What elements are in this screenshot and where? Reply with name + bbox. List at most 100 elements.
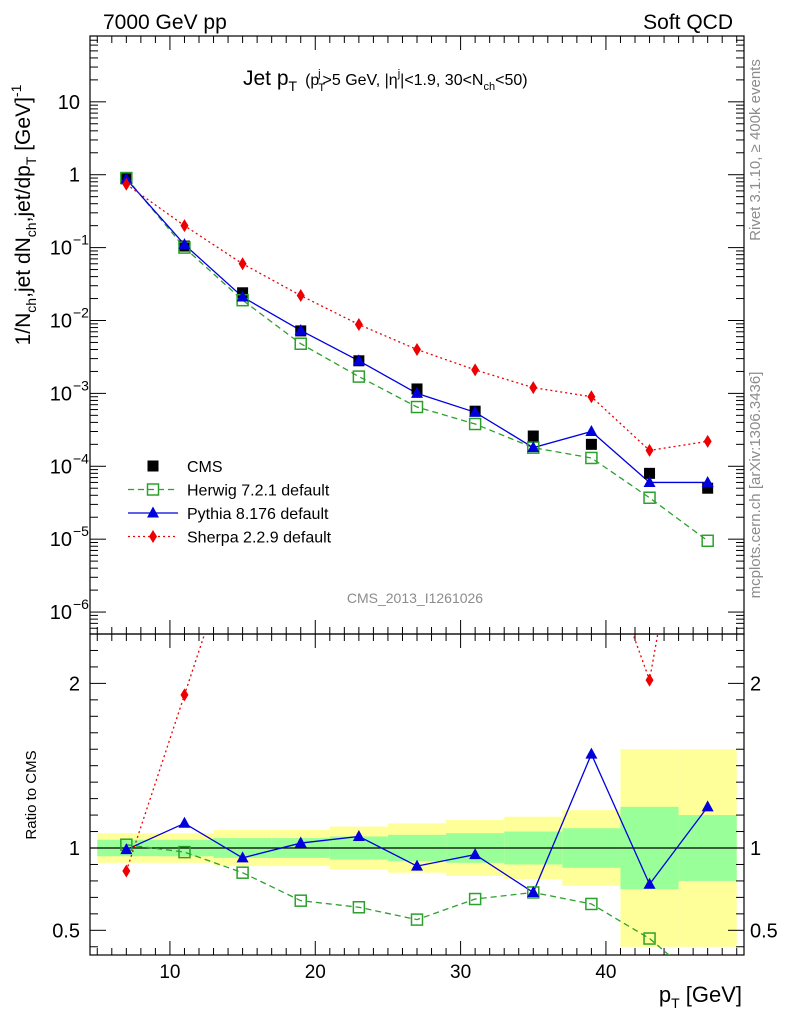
- ratio-y-tick-label-right: 2: [750, 673, 761, 695]
- ratio-point-pythia: [469, 848, 482, 860]
- ratio-point-sherpa: [122, 864, 131, 878]
- point-pythia: [352, 354, 365, 366]
- y-tick-label: 10: [50, 529, 72, 551]
- x-tick-label: 10: [159, 962, 180, 983]
- ratio-point-sherpa: [645, 673, 654, 687]
- ratio-y-tick-label: 0.5: [52, 920, 80, 942]
- y-tick-label: 10: [50, 456, 72, 478]
- ratio-y-tick-label: 2: [69, 673, 80, 695]
- point-herwig: [410, 400, 424, 414]
- point-cms: [527, 430, 539, 442]
- ratio-point-herwig: [352, 901, 366, 914]
- ratio-point-pythia: [643, 877, 656, 889]
- legend-marker-herwig: [146, 483, 160, 496]
- ratio-line-herwig: [126, 844, 670, 955]
- point-pythia: [469, 405, 482, 417]
- y-tick-label: 10: [50, 238, 72, 260]
- ratio-point-pythia: [178, 816, 191, 828]
- point-herwig: [701, 534, 714, 548]
- point-herwig: [352, 370, 366, 383]
- ratio-point-pythia: [527, 885, 540, 897]
- point-sherpa: [238, 257, 247, 271]
- main-data: [120, 171, 714, 548]
- point-herwig: [294, 337, 307, 350]
- ratio-point-pythia: [352, 829, 365, 841]
- point-sherpa: [471, 363, 480, 377]
- ratio-point-herwig: [468, 892, 482, 906]
- legend-label-cms: CMS: [187, 459, 223, 476]
- y-tick-label: 10: [58, 92, 80, 114]
- ratio-point-pythia: [236, 851, 249, 863]
- ratio-point-herwig: [178, 845, 191, 859]
- x-tick-label: 20: [305, 962, 326, 983]
- point-pythia: [294, 323, 307, 335]
- y-tick-label: 10: [50, 383, 72, 405]
- ratio-y-axis-label: Ratio to CMS: [23, 750, 40, 839]
- ratio-point-herwig: [585, 897, 598, 911]
- point-herwig: [468, 417, 482, 431]
- chart-title: Jet pT (pTj >5 GeV, |ηj|<1.9, 30<Nch<50): [243, 67, 528, 94]
- mcplots-label: mcplots.cern.ch [arXiv:1306.3436]: [747, 372, 764, 599]
- point-pythia: [585, 424, 598, 436]
- point-sherpa: [122, 177, 131, 191]
- point-sherpa: [529, 381, 538, 395]
- ratio-point-herwig: [294, 894, 307, 907]
- point-cms: [702, 482, 714, 494]
- legend: CMS Herwig 7.2.1 default Pythia 8.176 defa…: [128, 459, 332, 547]
- legend-marker-sherpa: [149, 530, 157, 543]
- series-line-herwig: [125, 177, 709, 542]
- ratio-point-herwig: [410, 913, 424, 926]
- point-pythia: [178, 238, 191, 250]
- y-tick-exponent: −5: [73, 523, 89, 539]
- point-sherpa: [296, 289, 305, 303]
- x-axis-label: pT [GeV]: [659, 982, 742, 1011]
- legend-label-herwig: Herwig 7.2.1 default: [187, 483, 330, 500]
- ratio-data: [120, 634, 714, 955]
- ratio-y-tick-label: 1: [69, 838, 80, 860]
- point-sherpa: [413, 343, 421, 357]
- y-tick-exponent: −3: [73, 377, 89, 393]
- y-tick-label: 10: [50, 602, 72, 624]
- legend-label-sherpa: Sherpa 2.2.9 default: [187, 530, 332, 547]
- x-tick-label: 40: [595, 962, 616, 983]
- ratio-point-herwig: [643, 932, 656, 945]
- ratio-point-pythia: [411, 859, 423, 871]
- point-pythia: [643, 475, 656, 487]
- point-sherpa: [354, 318, 363, 332]
- y-tick-exponent: −4: [73, 450, 89, 466]
- ratio-point-sherpa: [180, 688, 189, 702]
- y-tick-exponent: −6: [73, 596, 89, 612]
- legend-label-pythia: Pythia 8.176 default: [187, 506, 329, 523]
- y-tick-label: 10: [50, 310, 72, 332]
- ratio-y-tick-label-right: 0.5: [750, 920, 778, 942]
- analysis-id-label: CMS_2013_I1261026: [347, 590, 483, 606]
- ratio-point-pythia: [294, 836, 307, 848]
- rivet-version-label: Rivet 3.1.10, ≥ 400k events: [747, 59, 764, 241]
- ratio-point-pythia: [701, 800, 714, 812]
- ratio-point-herwig: [236, 866, 249, 879]
- point-pythia: [527, 441, 540, 453]
- main-y-axis-label: 1/Nch,jet dNch,jet/dpT [GeV]-1: [8, 84, 39, 345]
- y-tick-exponent: −2: [73, 304, 89, 320]
- point-sherpa: [703, 434, 712, 448]
- header-left: 7000 GeV pp: [103, 11, 227, 34]
- y-tick-exponent: −1: [73, 232, 89, 248]
- point-sherpa: [645, 443, 654, 457]
- ratio-panel: 10 20 30 40 0.5 0.5 1 1 2 2: [52, 633, 778, 983]
- ratio-point-pythia: [120, 843, 133, 855]
- point-cms: [644, 467, 656, 479]
- point-pythia: [701, 475, 714, 487]
- point-pythia: [411, 386, 423, 398]
- point-sherpa: [587, 390, 596, 404]
- legend-marker-cms: [147, 460, 159, 472]
- point-sherpa: [180, 219, 189, 233]
- x-tick-label: 30: [450, 962, 471, 983]
- ratio-y-tick-label-right: 1: [750, 838, 761, 860]
- ratio-point-pythia: [585, 747, 598, 759]
- point-herwig: [643, 491, 656, 505]
- legend-marker-pythia: [147, 506, 159, 518]
- y-tick-label: 1: [69, 165, 80, 187]
- point-cms: [585, 438, 597, 450]
